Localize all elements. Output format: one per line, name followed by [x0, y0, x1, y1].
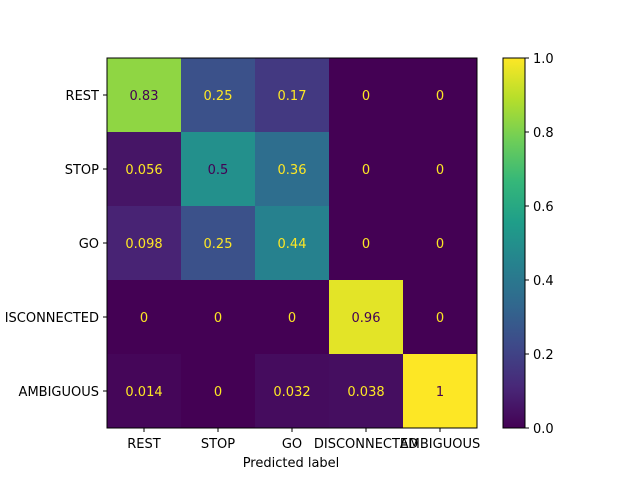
- cell-value-label: 0: [436, 89, 444, 104]
- matrix-cell: [329, 280, 403, 354]
- colorbar-tick-label: 0.2: [533, 348, 554, 363]
- y-tick-label: GO: [79, 237, 99, 252]
- matrix-cell: [107, 58, 181, 132]
- y-tick-label: AMBIGUOUS: [19, 385, 99, 400]
- matrix-cell: [403, 206, 477, 280]
- cell-value-label: 0.038: [347, 385, 384, 400]
- matrix-cell: [329, 206, 403, 280]
- matrix-cell-labels: 0.83 0.25 0.17 0 0 0.056 0.5 0.36 0 0 0.098 0.25 0.4…: [125, 89, 444, 400]
- colorbar: [502, 57, 526, 429]
- cell-value-label: 0: [436, 163, 444, 178]
- cell-value-label: 0.014: [125, 385, 162, 400]
- cell-value-label: 0.25: [204, 237, 233, 252]
- matrix-cell: [255, 58, 329, 132]
- matrix-cells: [107, 58, 477, 428]
- cell-value-label: 0.44: [278, 237, 307, 252]
- y-axis-ticks: REST STOP GO ISCONNECTED AMBIGUOUS: [5, 89, 107, 400]
- x-tick-label: AMBIGUOUS: [400, 437, 480, 452]
- colorbar-tick-label: 0.6: [533, 200, 554, 215]
- matrix-cell: [255, 132, 329, 206]
- y-tick-label: REST: [66, 89, 99, 104]
- cell-value-label: 0: [214, 385, 222, 400]
- cell-value-label: 0: [214, 311, 222, 326]
- cell-value-label: 0: [436, 237, 444, 252]
- matrix-cell: [107, 280, 181, 354]
- matrix-cell: [181, 280, 255, 354]
- cell-value-label: 0: [362, 237, 370, 252]
- matrix-cell: [107, 206, 181, 280]
- cell-value-label: 0: [362, 163, 370, 178]
- y-tick-label: STOP: [65, 163, 99, 178]
- cell-value-label: 0.17: [278, 89, 307, 104]
- matrix-cell: [403, 58, 477, 132]
- cell-value-label: 0: [362, 89, 370, 104]
- matrix-cell: [255, 280, 329, 354]
- matrix-cell: [181, 206, 255, 280]
- cell-value-label: 0.36: [278, 163, 307, 178]
- cell-value-label: 0.056: [125, 163, 162, 178]
- cell-value-label: 0.83: [130, 89, 159, 104]
- matrix-cell: [403, 354, 477, 428]
- colorbar-tick-label: 0.8: [533, 126, 554, 141]
- colorbar-tick-label: 0.4: [533, 274, 554, 289]
- matrix-cell: [403, 132, 477, 206]
- cell-value-label: 0.25: [204, 89, 233, 104]
- x-tick-label: DISCONNECTED: [314, 437, 418, 452]
- matrix-cell: [403, 280, 477, 354]
- matrix-cell: [255, 206, 329, 280]
- matrix-cell: [107, 354, 181, 428]
- cell-value-label: 0.5: [208, 163, 229, 178]
- matrix-cell: [181, 354, 255, 428]
- cell-value-label: 0: [140, 311, 148, 326]
- matrix-cell: [181, 58, 255, 132]
- x-tick-label: STOP: [201, 437, 235, 452]
- matrix-cell: [181, 132, 255, 206]
- colorbar-tick-label: 0.0: [533, 422, 554, 437]
- matrix-cell: [329, 132, 403, 206]
- cell-value-label: 0.098: [125, 237, 162, 252]
- matrix-cell: [107, 132, 181, 206]
- colorbar-ticks: 0.0 0.2 0.4 0.6 0.8 1.0: [525, 52, 554, 437]
- matrix-cell: [329, 354, 403, 428]
- x-tick-label: REST: [127, 437, 160, 452]
- cell-value-label: 0.032: [273, 385, 310, 400]
- y-tick-label: ISCONNECTED: [5, 311, 99, 326]
- cell-value-label: 0: [436, 311, 444, 326]
- x-axis-label: Predicted label: [243, 456, 340, 471]
- matrix-cell: [255, 354, 329, 428]
- cell-value-label: 0.96: [352, 311, 381, 326]
- cell-value-label: 0: [288, 311, 296, 326]
- colorbar-tick-label: 1.0: [533, 52, 554, 67]
- cell-value-label: 1: [436, 385, 444, 400]
- matrix-cell: [329, 58, 403, 132]
- x-tick-label: GO: [282, 437, 302, 452]
